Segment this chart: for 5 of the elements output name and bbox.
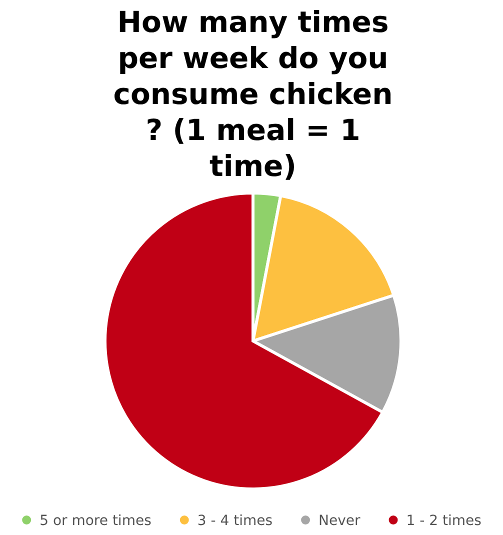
legend-label: Never bbox=[318, 513, 360, 529]
legend-label: 3 - 4 times bbox=[197, 513, 273, 529]
legend-label: 5 or more times bbox=[40, 513, 152, 529]
chart-title: How many times per week do you consume chicken ? (1 meal = 1 time) bbox=[113, 5, 393, 183]
legend-label: 1 - 2 times bbox=[406, 513, 482, 529]
